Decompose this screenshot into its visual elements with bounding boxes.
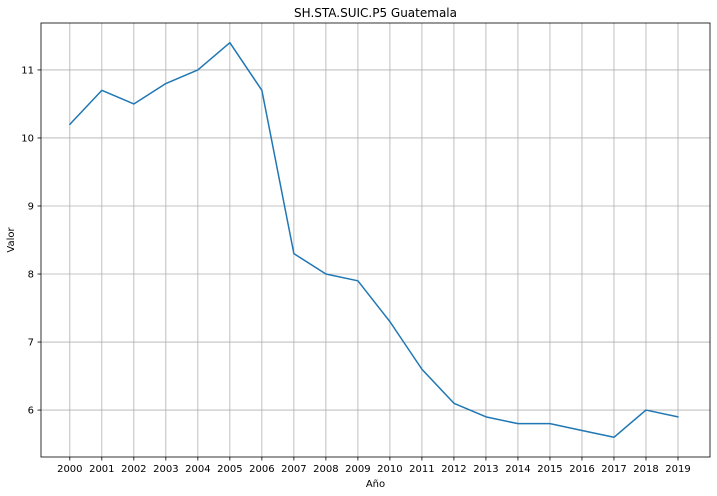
x-axis-label: Año	[366, 479, 385, 490]
x-tick-label: 2008	[313, 464, 338, 475]
chart-title: SH.STA.SUIC.P5 Guatemala	[294, 6, 457, 20]
plot-frame	[40, 22, 711, 458]
x-tick-label: 2000	[57, 464, 82, 475]
x-tick-label: 2010	[377, 464, 402, 475]
y-axis-ticks: 6 7 8 9 10 11	[21, 65, 41, 417]
y-axis-label: Valor	[6, 227, 17, 253]
y-tick-label: 8	[28, 270, 34, 281]
y-tick-label: 6	[28, 406, 34, 417]
x-tick-label: 2013	[473, 464, 498, 475]
x-tick-label: 2009	[345, 464, 370, 475]
x-tick-label: 2003	[153, 464, 178, 475]
x-tick-label: 2017	[601, 464, 626, 475]
x-tick-label: 2014	[505, 464, 530, 475]
x-tick-label: 2006	[249, 464, 274, 475]
y-tick-label: 7	[28, 338, 34, 349]
x-tick-label: 2015	[537, 464, 562, 475]
y-tick-label: 10	[21, 133, 34, 144]
x-tick-label: 2001	[89, 464, 114, 475]
x-tick-label: 2012	[441, 464, 466, 475]
x-tick-label: 2019	[665, 464, 690, 475]
grid	[41, 23, 710, 457]
x-tick-label: 2018	[633, 464, 658, 475]
x-axis-ticks: 2000 2001 2002 2003 2004 2005 2006 2007 2008 2009…	[57, 457, 691, 475]
series-line	[69, 41, 679, 439]
x-tick-label: 2007	[281, 464, 306, 475]
x-tick-label: 2016	[569, 464, 594, 475]
x-tick-label: 2002	[121, 464, 146, 475]
x-tick-label: 2004	[185, 464, 210, 475]
data-points	[70, 43, 678, 438]
y-tick-label: 11	[21, 65, 34, 76]
y-tick-label: 9	[28, 201, 34, 212]
x-tick-label: 2005	[217, 464, 242, 475]
x-tick-label: 2011	[409, 464, 434, 475]
